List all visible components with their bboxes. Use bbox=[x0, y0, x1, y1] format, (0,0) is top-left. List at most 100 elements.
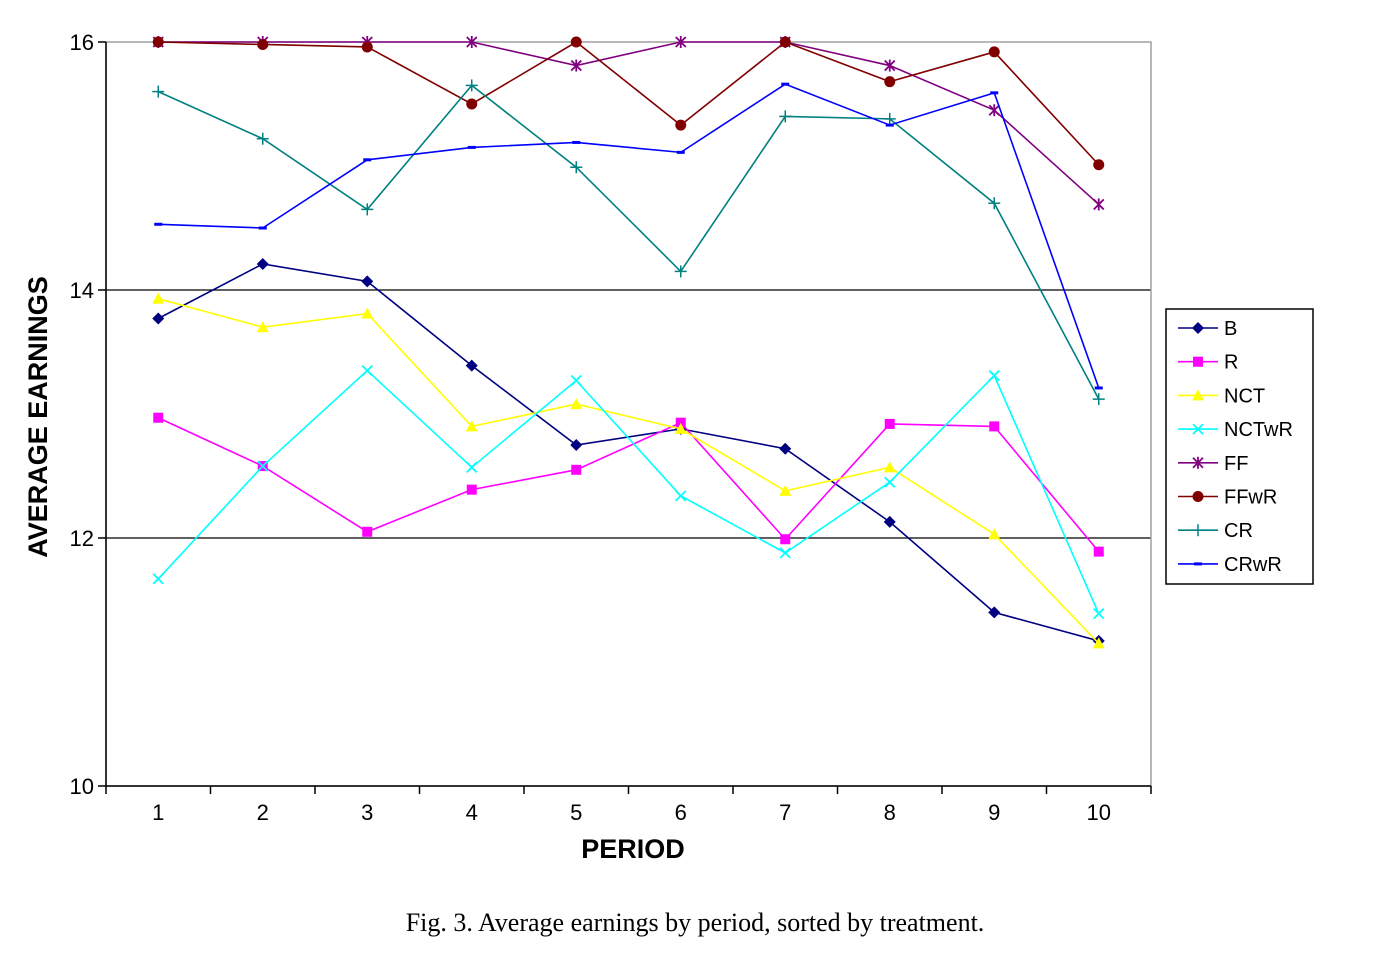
x-tick-label: 3 bbox=[361, 800, 373, 825]
point-cr bbox=[361, 203, 374, 216]
legend-label-cr: CR bbox=[1224, 520, 1253, 542]
point-ffwr bbox=[257, 38, 269, 50]
plot-border bbox=[105, 41, 1152, 787]
series-line-crwr bbox=[158, 83, 1100, 389]
point-r bbox=[153, 412, 164, 423]
point-nct bbox=[361, 307, 374, 319]
point-r bbox=[362, 526, 373, 537]
legend-item-crwr: CRwR bbox=[1178, 554, 1282, 576]
point-ffwr bbox=[152, 36, 164, 48]
x-tick-label: 2 bbox=[257, 800, 269, 825]
point-ffwr bbox=[675, 119, 687, 131]
series-line-nct bbox=[158, 297, 1100, 644]
y-tick-label: 12 bbox=[70, 526, 94, 551]
point-b bbox=[465, 359, 478, 372]
x-tick-label: 1 bbox=[152, 800, 164, 825]
x-tick-label: 9 bbox=[988, 800, 1000, 825]
y-tick-labels: 10 12 14 16 bbox=[70, 30, 94, 799]
point-cr bbox=[570, 161, 583, 174]
point-r bbox=[1093, 546, 1104, 557]
legend-swatch-marker bbox=[1192, 456, 1204, 469]
point-nctwr bbox=[884, 476, 896, 488]
point-b bbox=[570, 439, 583, 451]
point-nctwr bbox=[361, 364, 373, 377]
y-tick-label: 14 bbox=[70, 278, 94, 303]
legend-item-nct: NCT bbox=[1178, 385, 1265, 407]
legend-label-b: B bbox=[1224, 318, 1237, 340]
point-ffwr bbox=[1093, 159, 1105, 171]
point-r bbox=[675, 417, 686, 428]
point-r bbox=[989, 421, 1000, 432]
point-ff bbox=[466, 36, 478, 48]
point-ffwr bbox=[570, 36, 582, 48]
point-ffwr bbox=[988, 46, 1000, 58]
x-axis-title: PERIOD bbox=[581, 834, 685, 864]
legend-label-nct: NCT bbox=[1224, 385, 1265, 407]
legend-label-ffwr: FFwR bbox=[1224, 487, 1277, 509]
point-cr bbox=[1092, 393, 1105, 406]
point-nctwr bbox=[257, 460, 269, 472]
y-tick-label: 10 bbox=[70, 774, 94, 799]
point-cr bbox=[674, 265, 687, 278]
legend-item-r: R bbox=[1178, 352, 1238, 374]
point-nctwr bbox=[1093, 608, 1105, 620]
point-nct bbox=[883, 461, 896, 473]
series-nct bbox=[152, 292, 1105, 649]
series-line-cr bbox=[157, 84, 1100, 400]
legend-item-ffwr: FFwR bbox=[1178, 487, 1277, 509]
x-tick-label: 5 bbox=[570, 800, 582, 825]
point-ffwr bbox=[884, 76, 896, 88]
point-ff bbox=[1093, 198, 1105, 211]
point-ff bbox=[675, 36, 687, 48]
series-line-ffwr bbox=[158, 41, 1100, 166]
legend-swatch-marker bbox=[1192, 491, 1204, 502]
point-nctwr bbox=[570, 374, 582, 387]
point-ff bbox=[570, 59, 582, 72]
series-line-b bbox=[157, 263, 1099, 642]
point-cr bbox=[465, 79, 478, 92]
point-nct bbox=[1092, 637, 1105, 649]
point-nct bbox=[674, 422, 687, 434]
point-ff bbox=[884, 59, 896, 72]
point-nctwr bbox=[466, 461, 478, 473]
legend-item-b: B bbox=[1178, 318, 1237, 340]
grid-lines bbox=[106, 289, 1151, 539]
series-crwr bbox=[154, 82, 1103, 390]
point-nctwr bbox=[675, 490, 687, 502]
point-b bbox=[152, 312, 165, 325]
x-tick-label: 7 bbox=[779, 800, 791, 825]
legend-item-nctwr: NCTwR bbox=[1178, 419, 1293, 441]
point-ffwr bbox=[779, 36, 791, 48]
point-nct bbox=[570, 398, 583, 410]
series-r bbox=[153, 412, 1104, 557]
legend-item-cr: CR bbox=[1178, 520, 1253, 542]
point-cr bbox=[779, 110, 792, 123]
point-cr bbox=[152, 85, 165, 98]
point-r bbox=[780, 534, 791, 545]
legend-item-ff: FF bbox=[1178, 453, 1248, 475]
point-nctwr bbox=[779, 547, 791, 559]
point-r bbox=[571, 464, 582, 475]
legend-label-nctwr: NCTwR bbox=[1224, 419, 1293, 441]
series-line-nctwr bbox=[157, 369, 1100, 614]
x-tick-label: 4 bbox=[466, 800, 478, 825]
legend-swatch-marker bbox=[1193, 356, 1203, 367]
legend-label-ff: FF bbox=[1224, 453, 1248, 475]
series-b bbox=[152, 257, 1105, 647]
series-ffwr bbox=[152, 36, 1105, 171]
point-nct bbox=[256, 321, 269, 333]
point-nct bbox=[152, 292, 165, 304]
point-cr bbox=[988, 197, 1001, 210]
point-b bbox=[988, 606, 1001, 619]
point-b bbox=[361, 275, 374, 288]
legend-box bbox=[1165, 308, 1314, 585]
point-nct bbox=[988, 528, 1001, 540]
figure-caption: Fig. 3. Average earnings by period, sort… bbox=[405, 908, 985, 937]
point-ffwr bbox=[466, 98, 478, 110]
series-nctwr bbox=[152, 364, 1105, 620]
x-tick-label: 6 bbox=[675, 800, 687, 825]
legend-swatch-marker bbox=[1192, 389, 1204, 401]
x-tick-label: 10 bbox=[1087, 800, 1111, 825]
point-nctwr bbox=[152, 573, 164, 585]
